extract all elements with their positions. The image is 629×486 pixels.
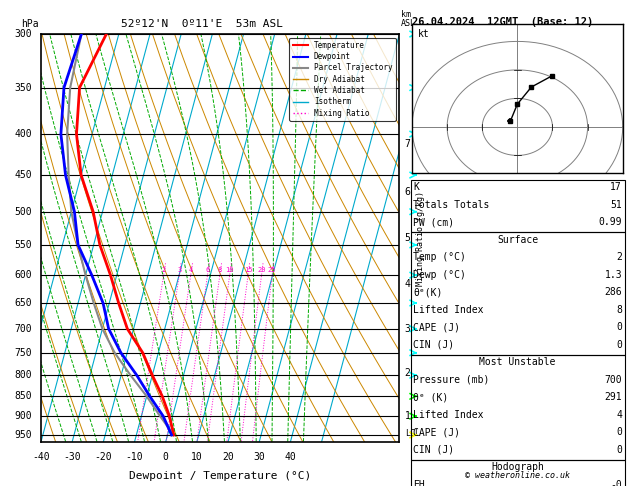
Text: 300: 300: [14, 29, 32, 39]
Text: 4: 4: [405, 279, 411, 289]
Text: 7: 7: [405, 139, 411, 149]
Text: -40: -40: [32, 452, 50, 463]
Text: 6: 6: [405, 187, 411, 197]
Text: -0: -0: [610, 480, 622, 486]
Text: Pressure (mb): Pressure (mb): [413, 375, 489, 385]
Text: Lifted Index: Lifted Index: [413, 410, 484, 420]
Text: 10: 10: [225, 267, 234, 273]
Text: 350: 350: [14, 83, 32, 93]
Text: Totals Totals: Totals Totals: [413, 200, 489, 210]
Text: 8: 8: [616, 305, 622, 315]
Text: 17: 17: [610, 182, 622, 192]
Text: 0: 0: [616, 445, 622, 455]
Text: 52º12'N  0º11'E  53m ASL: 52º12'N 0º11'E 53m ASL: [121, 19, 283, 29]
Text: 700: 700: [14, 324, 32, 334]
Text: K: K: [413, 182, 419, 192]
Text: 950: 950: [14, 430, 32, 440]
Text: θᵉ (K): θᵉ (K): [413, 392, 448, 402]
Text: 286: 286: [604, 287, 622, 297]
Text: 1: 1: [405, 411, 411, 421]
Text: 291: 291: [604, 392, 622, 402]
Text: 550: 550: [14, 240, 32, 250]
Text: Dewp (°C): Dewp (°C): [413, 270, 466, 280]
Text: 0.99: 0.99: [599, 217, 622, 227]
Text: hPa: hPa: [21, 19, 39, 29]
Text: 600: 600: [14, 270, 32, 280]
Text: 1.3: 1.3: [604, 270, 622, 280]
Text: 500: 500: [14, 207, 32, 217]
Text: 5: 5: [405, 233, 411, 243]
Text: 0: 0: [616, 322, 622, 332]
Text: 10: 10: [191, 452, 203, 463]
Text: 6: 6: [206, 267, 209, 273]
Text: 2: 2: [162, 267, 166, 273]
Text: 2: 2: [616, 252, 622, 262]
Text: -30: -30: [64, 452, 81, 463]
Text: Most Unstable: Most Unstable: [479, 357, 556, 367]
Text: Lifted Index: Lifted Index: [413, 305, 484, 315]
Text: LCL: LCL: [405, 429, 420, 438]
Text: Surface: Surface: [497, 235, 538, 245]
Text: km
ASL: km ASL: [401, 10, 416, 28]
Text: -20: -20: [94, 452, 112, 463]
Text: 8: 8: [218, 267, 222, 273]
Text: θᵉ(K): θᵉ(K): [413, 287, 443, 297]
Text: -10: -10: [126, 452, 143, 463]
Text: 20: 20: [257, 267, 266, 273]
Text: 3: 3: [177, 267, 181, 273]
Text: CIN (J): CIN (J): [413, 340, 454, 350]
Text: 450: 450: [14, 170, 32, 180]
Text: 2: 2: [405, 368, 411, 378]
Text: 0: 0: [163, 452, 169, 463]
Text: 26.04.2024  12GMT  (Base: 12): 26.04.2024 12GMT (Base: 12): [412, 17, 593, 27]
Text: 30: 30: [253, 452, 265, 463]
Text: Mixing Ratio (g/kg): Mixing Ratio (g/kg): [416, 191, 425, 286]
Text: 20: 20: [222, 452, 234, 463]
Text: 650: 650: [14, 298, 32, 308]
Text: 25: 25: [268, 267, 277, 273]
Text: 51: 51: [610, 200, 622, 210]
Text: 800: 800: [14, 370, 32, 380]
Text: Temp (°C): Temp (°C): [413, 252, 466, 262]
Text: 850: 850: [14, 391, 32, 401]
Text: 750: 750: [14, 348, 32, 358]
Text: CAPE (J): CAPE (J): [413, 322, 460, 332]
Text: Dewpoint / Temperature (°C): Dewpoint / Temperature (°C): [129, 471, 311, 481]
Text: CIN (J): CIN (J): [413, 445, 454, 455]
Text: 900: 900: [14, 411, 32, 421]
Text: 400: 400: [14, 129, 32, 139]
Text: 4: 4: [616, 410, 622, 420]
Legend: Temperature, Dewpoint, Parcel Trajectory, Dry Adiabat, Wet Adiabat, Isotherm, Mi: Temperature, Dewpoint, Parcel Trajectory…: [289, 38, 396, 121]
Text: kt: kt: [418, 29, 430, 39]
Text: 4: 4: [189, 267, 193, 273]
Text: © weatheronline.co.uk: © weatheronline.co.uk: [465, 471, 570, 480]
Text: 0: 0: [616, 340, 622, 350]
Text: 0: 0: [616, 427, 622, 437]
Text: 15: 15: [244, 267, 252, 273]
Text: 40: 40: [284, 452, 296, 463]
Text: Hodograph: Hodograph: [491, 462, 544, 472]
Text: PW (cm): PW (cm): [413, 217, 454, 227]
Text: 700: 700: [604, 375, 622, 385]
Text: 3: 3: [405, 324, 411, 334]
Text: EH: EH: [413, 480, 425, 486]
Text: CAPE (J): CAPE (J): [413, 427, 460, 437]
